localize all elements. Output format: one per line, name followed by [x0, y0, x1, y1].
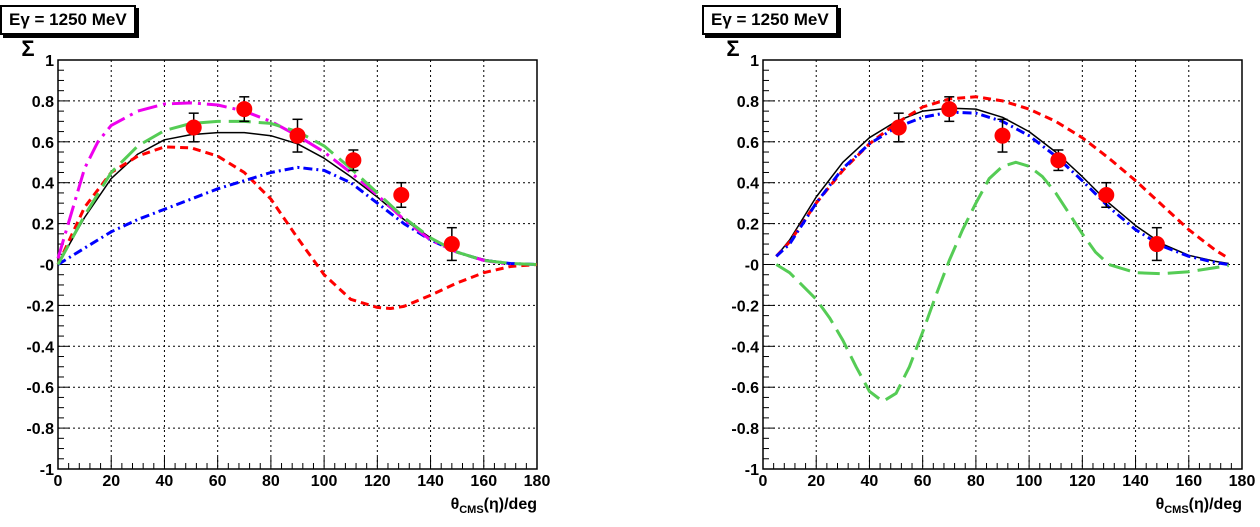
left-x-tick-label: 40: [156, 473, 174, 490]
left-x-tick-label: 80: [262, 473, 280, 490]
left-data-point: [236, 101, 253, 118]
left-x-tick-label: 0: [54, 473, 63, 490]
left-x-tick-label: 100: [311, 473, 338, 490]
right-x-tick-label: 40: [861, 473, 879, 490]
right-y-axis-label: Σ: [726, 36, 739, 61]
right-y-tick-label: -0.6: [731, 380, 759, 397]
right-x-tick-label: 120: [1069, 473, 1096, 490]
left-data-point: [289, 127, 306, 144]
right-y-tick-label: 1: [750, 53, 759, 70]
right-data-point: [994, 127, 1011, 144]
left-chart-title: Eγ = 1250 MeV: [0, 5, 136, 35]
left-y-tick-label: -1: [40, 462, 54, 479]
left-x-tick-label: 180: [524, 473, 551, 490]
right-x-tick-label: 140: [1122, 473, 1149, 490]
right-x-tick-label: 0: [759, 473, 768, 490]
right-data-point: [941, 101, 958, 118]
right-y-tick-label: -0: [745, 258, 759, 275]
left-data-point: [345, 152, 362, 169]
left-x-tick-label: 140: [417, 473, 444, 490]
left-y-tick-label: -0.8: [26, 421, 54, 438]
right-x-tick-label: 20: [807, 473, 825, 490]
right-y-tick-label: -0.4: [731, 339, 759, 356]
left-y-tick-label: -0.4: [26, 339, 54, 356]
left-x-tick-label: 20: [102, 473, 120, 490]
right-x-tick-label: 100: [1016, 473, 1043, 490]
left-y-tick-label: 0.2: [32, 217, 54, 234]
right-y-tick-label: -0.8: [731, 421, 759, 438]
left-y-tick-label: 0.8: [32, 94, 54, 111]
left-y-tick-label: 1: [45, 53, 54, 70]
left-series-3-line: [57, 165, 538, 266]
right-data-point: [890, 119, 907, 136]
right-y-tick-label: 0.4: [737, 176, 759, 193]
left-x-tick-label: 60: [209, 473, 227, 490]
left-y-tick-label: -0.2: [26, 298, 54, 315]
left-data-point: [393, 186, 410, 203]
right-data-point: [1050, 152, 1067, 169]
right-y-tick-label: 0.8: [737, 94, 759, 111]
right-x-tick-label: 180: [1229, 473, 1256, 490]
right-chart-title: Eγ = 1250 MeV: [702, 5, 838, 35]
right-data-point: [1148, 236, 1165, 253]
right-y-tick-label: 0.6: [737, 135, 759, 152]
left-x-tick-label: 120: [364, 473, 391, 490]
right-data-point: [1098, 186, 1115, 203]
right-y-tick-label: 0.2: [737, 217, 759, 234]
left-series-2-line: [56, 145, 538, 310]
right-x-tick-label: 80: [967, 473, 985, 490]
right-x-tick-label: 60: [914, 473, 932, 490]
left-data-point: [443, 236, 460, 253]
left-y-tick-label: 0.4: [32, 176, 54, 193]
left-y-tick-label: -0: [40, 258, 54, 275]
left-y-axis-label: Σ: [21, 36, 34, 61]
right-series-4-line: [775, 160, 1229, 403]
left-x-tick-label: 160: [470, 473, 497, 490]
left-y-tick-label: 0.6: [32, 135, 54, 152]
right-y-tick-label: -0.2: [731, 298, 759, 315]
left-y-tick-label: -0.6: [26, 380, 54, 397]
left-data-point: [185, 119, 202, 136]
left-series-4-line: [56, 101, 511, 266]
right-y-tick-label: -1: [745, 462, 759, 479]
left-x-axis-label: θCMS(η)/deg: [451, 496, 537, 516]
right-x-axis-label: θCMS(η)/deg: [1156, 496, 1242, 516]
right-x-tick-label: 160: [1175, 473, 1202, 490]
